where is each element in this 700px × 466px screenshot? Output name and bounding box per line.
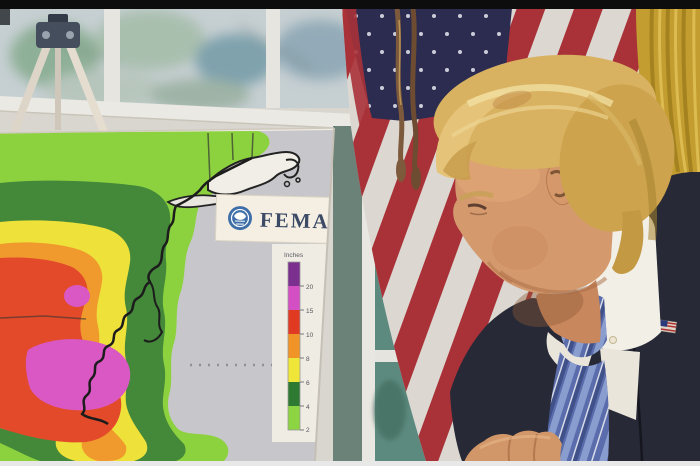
- legend-segment: [288, 382, 300, 406]
- legend-tick-label: 2: [306, 427, 310, 434]
- flag-edge-fold: [342, 8, 372, 128]
- fema-wordmark: FEMA: [260, 208, 330, 234]
- legend-tick-label: 15: [306, 308, 314, 315]
- shirt-front: [600, 348, 640, 420]
- bottom-letterbox-bar: [0, 461, 700, 466]
- cheek-shading: [492, 226, 548, 270]
- legend-segment: [288, 310, 300, 334]
- dhs-seal-icon: [228, 206, 253, 231]
- coastline: [0, 132, 301, 426]
- poster-right-edge: [314, 127, 335, 462]
- gold-curtain: [636, 7, 700, 200]
- window-mullion: [104, 8, 120, 104]
- easel-leg: [10, 42, 51, 136]
- legend-segment: [288, 406, 300, 430]
- hand: [463, 430, 562, 466]
- jawline-shadow: [498, 270, 608, 295]
- legend-tick-label: 4: [306, 404, 310, 411]
- neck-shadow: [512, 285, 584, 327]
- legend-segment: [288, 262, 300, 286]
- hair: [433, 54, 675, 274]
- shirt-button: [609, 336, 617, 344]
- window-jamb: [333, 126, 362, 461]
- poster-top-edge: [0, 127, 335, 134]
- seated-man-profile: [433, 54, 700, 466]
- legend-segment: [288, 334, 300, 358]
- neck: [536, 280, 601, 344]
- chin-crease: [486, 261, 513, 284]
- eye-lower-lid: [469, 212, 488, 216]
- contour-magenta-core: [25, 339, 131, 411]
- corner-shadow: [0, 9, 10, 25]
- us-flag-pin-icon: [659, 319, 678, 334]
- legend-title: Inches: [284, 252, 304, 259]
- window-sill: [0, 96, 435, 133]
- easel: [10, 14, 108, 136]
- easel-leg: [66, 42, 108, 136]
- eyebrow: [458, 191, 494, 202]
- curtain-pleat: [681, 7, 694, 181]
- legend-tick-label: 6: [306, 380, 310, 387]
- window-mullion: [266, 8, 280, 112]
- easel-clamp: [36, 22, 80, 48]
- legend-tick-label: 8: [306, 356, 310, 363]
- fema-banner: FEMA: [214, 193, 334, 245]
- legend-segment: [288, 358, 300, 382]
- curtain-pleat: [665, 7, 680, 173]
- flag-cord-tassel: [394, 8, 421, 190]
- eye: [467, 203, 487, 211]
- rainfall-map-poster: FEMA Inches 20: [0, 127, 335, 462]
- top-letterbox-bar: [0, 0, 700, 9]
- legend-tick-label: 10: [306, 332, 314, 339]
- legend-tick-label: 20: [306, 284, 314, 291]
- legend-segment: [288, 286, 300, 310]
- contour-magenta-spot: [64, 285, 90, 307]
